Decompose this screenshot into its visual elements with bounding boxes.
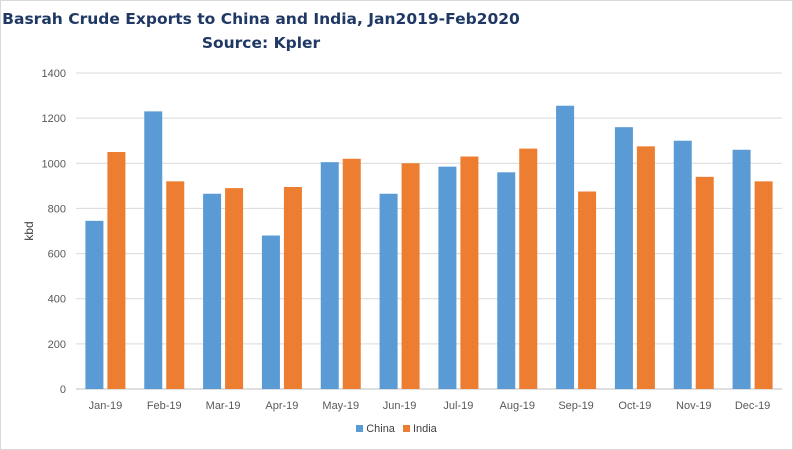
- bars: [85, 105, 773, 390]
- bar-china: [320, 162, 339, 389]
- bar-india: [460, 156, 479, 389]
- x-tick-label: Oct-19: [618, 400, 651, 412]
- chart-title: Basrah Crude Exports to China and India,…: [1, 1, 521, 55]
- x-tick-label: May-19: [322, 400, 359, 412]
- bar-india: [283, 186, 302, 389]
- bar-india: [695, 176, 714, 389]
- x-tick-label: Apr-19: [265, 400, 298, 412]
- x-tick-label: Mar-19: [206, 400, 241, 412]
- x-tick-label: Jul-19: [443, 400, 473, 412]
- gridlines: [76, 72, 782, 390]
- bar-india: [578, 191, 597, 389]
- bar-india: [754, 181, 773, 389]
- bar-india: [401, 163, 420, 389]
- y-tick-label: 1000: [42, 158, 66, 170]
- y-tick-label: 1400: [42, 68, 66, 80]
- legend-item-india: India: [402, 423, 437, 435]
- y-tick-label: 0: [60, 384, 66, 396]
- y-tick-label: 800: [48, 203, 66, 215]
- bar-india: [107, 152, 126, 389]
- legend-label: China: [366, 423, 395, 435]
- bar-china: [144, 111, 163, 389]
- bar-india: [519, 148, 538, 389]
- legend-label: India: [412, 423, 437, 435]
- x-tick-label: Sep-19: [558, 400, 593, 412]
- bar-china: [732, 149, 751, 389]
- bar-china: [203, 193, 222, 389]
- y-axis-label: kbd: [22, 221, 36, 240]
- bar-china: [497, 172, 516, 389]
- y-tick-label: 200: [48, 339, 66, 351]
- bar-china: [379, 193, 398, 389]
- x-tick-label: Jan-19: [89, 400, 123, 412]
- y-tick-label: 600: [48, 249, 66, 261]
- bar-china: [438, 166, 457, 389]
- legend-item-china: China: [356, 423, 395, 435]
- x-axis-ticks: Jan-19 Feb-19 Mar-19 Apr-19 May-19 Jun-19 Jul-…: [89, 400, 771, 412]
- chart-title-line1: Basrah Crude Exports to China and India,…: [2, 10, 520, 28]
- bar-china: [556, 105, 575, 389]
- y-axis-ticks: 0 200 400 600 800 1000 1200 1400: [42, 68, 66, 396]
- x-tick-label: Nov-19: [676, 400, 711, 412]
- y-tick-label: 400: [48, 294, 66, 306]
- chart-title-line2: Source: Kpler: [201, 34, 321, 52]
- bar-india: [636, 146, 655, 389]
- legend-swatch: [402, 425, 410, 432]
- legend: China India: [1, 423, 792, 435]
- bar-china: [673, 140, 692, 389]
- bar-china: [261, 235, 280, 389]
- bar-india: [225, 188, 244, 389]
- x-tick-label: Dec-19: [735, 400, 770, 412]
- bar-china: [85, 220, 104, 389]
- x-tick-label: Feb-19: [147, 400, 182, 412]
- x-tick-label: Jun-19: [383, 400, 417, 412]
- bar-india: [342, 158, 361, 389]
- legend-swatch: [356, 425, 364, 432]
- bar-china: [614, 127, 633, 390]
- y-tick-label: 1200: [42, 113, 66, 125]
- x-tick-label: Aug-19: [500, 400, 535, 412]
- bar-india: [166, 181, 185, 389]
